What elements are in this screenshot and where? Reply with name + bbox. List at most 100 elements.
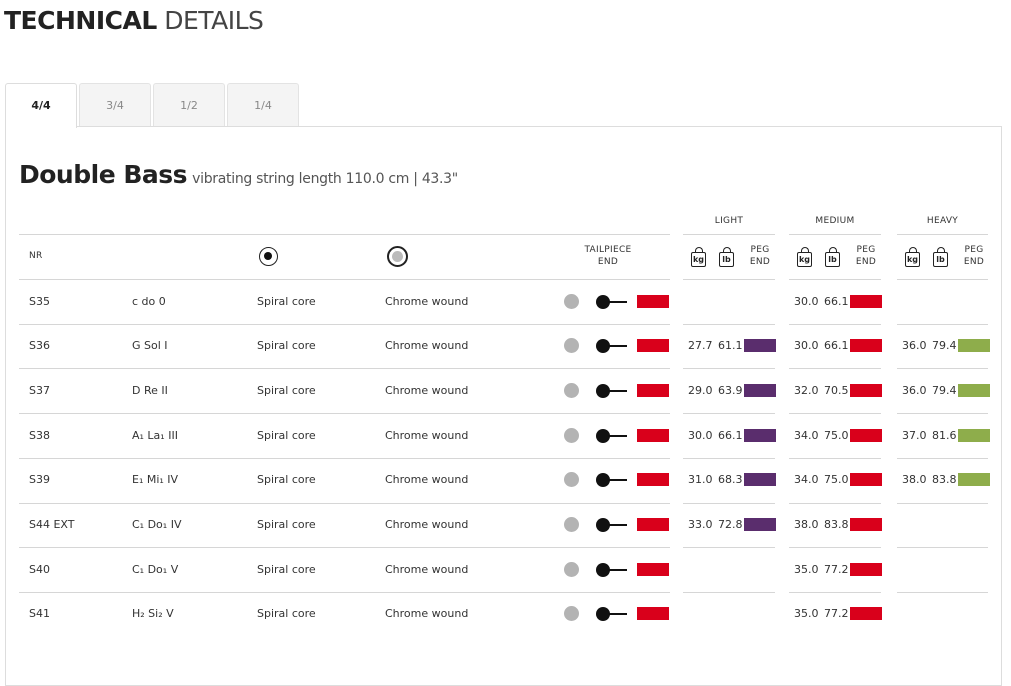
- string-nr: S36: [29, 339, 50, 353]
- divider: [683, 368, 775, 370]
- ball-line: [608, 479, 627, 482]
- tension-kg: 34.0: [794, 428, 819, 442]
- header-peg-end: PEG: [964, 245, 984, 255]
- tailpiece-swatch: [637, 294, 669, 308]
- tension-kg: 31.0: [688, 473, 713, 487]
- divider: [789, 279, 881, 280]
- divider: [683, 323, 775, 325]
- divider: [789, 502, 881, 504]
- divider: [897, 279, 988, 280]
- string-note: H₂ Si₂ V: [132, 607, 174, 621]
- tab[interactable]: 1/4: [227, 83, 299, 126]
- wound-type: Chrome wound: [385, 339, 469, 353]
- group-header: LIGHT: [714, 216, 744, 226]
- tension-kg: 34.0: [794, 473, 819, 487]
- icon-lb: lb: [825, 247, 840, 267]
- divider: [897, 368, 988, 370]
- header-peg-end: END: [963, 257, 985, 267]
- ball-end: [596, 473, 610, 488]
- ball-end: [596, 607, 610, 622]
- peg-swatch: [744, 339, 776, 353]
- divider: [897, 234, 988, 235]
- peg-swatch: [744, 428, 776, 442]
- wound-type: Chrome wound: [385, 518, 469, 531]
- tension-kg: 30.0: [794, 339, 819, 353]
- divider: [19, 591, 670, 593]
- divider: [683, 234, 775, 235]
- core-type: Spiral core: [257, 473, 316, 487]
- tailpiece-swatch: [637, 383, 669, 397]
- string-nr: S39: [29, 473, 50, 487]
- header-nr: NR: [29, 251, 43, 261]
- gray-dot: [564, 472, 579, 488]
- product-name: Double Bass: [19, 160, 188, 189]
- divider: [683, 591, 775, 593]
- string-note: C₁ Do₁ IV: [132, 518, 182, 531]
- icon-dot: [264, 252, 272, 260]
- divider: [683, 457, 775, 459]
- header-tailpiece: END: [597, 257, 619, 267]
- tension-lb: 77.2: [824, 562, 849, 576]
- ball-line: [608, 524, 627, 526]
- tension-lb: 75.0: [824, 473, 849, 487]
- tension-kg: 27.7: [688, 339, 713, 353]
- tension-lb: 77.2: [824, 607, 849, 621]
- divider: [683, 502, 775, 504]
- tab[interactable]: 3/4: [79, 83, 151, 126]
- wound-type: Chrome wound: [385, 562, 469, 576]
- string-nr: S40: [29, 562, 50, 576]
- product-subtitle: vibrating string length 110.0 cm | 43.3": [192, 171, 458, 187]
- gray-dot: [564, 561, 579, 577]
- tailpiece-swatch: [637, 473, 669, 487]
- tension-kg: 35.0: [794, 607, 819, 621]
- tension-lb: 72.8: [718, 518, 743, 531]
- tension-lb: 81.6: [932, 428, 957, 442]
- tension-lb: 63.9: [718, 383, 743, 397]
- string-nr: S37: [29, 383, 50, 397]
- core-type: Spiral core: [257, 339, 316, 353]
- tension-kg: 35.0: [794, 562, 819, 576]
- ball-line: [608, 300, 627, 303]
- divider: [19, 234, 670, 235]
- tension-kg: 30.0: [688, 428, 713, 442]
- peg-swatch: [850, 518, 882, 531]
- peg-swatch: [958, 428, 990, 442]
- divider: [897, 547, 988, 549]
- tab[interactable]: 4/4: [5, 83, 77, 128]
- divider: [19, 547, 670, 549]
- ball-line: [608, 345, 627, 348]
- peg-swatch: [850, 294, 882, 308]
- gray-dot: [564, 382, 579, 398]
- string-note: A₁ La₁ III: [132, 428, 178, 442]
- product-heading: Double Bass vibrating string length 110.…: [19, 160, 458, 189]
- ball-line: [608, 389, 627, 392]
- tailpiece-swatch: [637, 339, 669, 353]
- divider: [19, 457, 670, 459]
- tension-lb: 68.3: [718, 473, 743, 487]
- header-tailpiece: TAILPIECE: [584, 245, 632, 255]
- tension-kg: 38.0: [794, 518, 819, 531]
- tension-lb: 83.8: [824, 518, 849, 531]
- page-title: TECHNICAL DETAILS: [4, 6, 264, 35]
- string-note: C₁ Do₁ V: [132, 562, 179, 576]
- divider: [789, 591, 881, 593]
- divider: [897, 457, 988, 459]
- string-note: D Re II: [132, 383, 168, 397]
- gray-dot: [564, 606, 579, 622]
- divider: [683, 547, 775, 549]
- peg-swatch: [744, 383, 776, 397]
- divider: [789, 323, 881, 325]
- divider: [789, 234, 881, 235]
- peg-swatch: [850, 428, 882, 442]
- tailpiece-swatch: [637, 607, 669, 621]
- core-type: Spiral core: [257, 607, 316, 621]
- tab[interactable]: 1/2: [153, 83, 225, 126]
- panel: [5, 126, 1002, 686]
- ball-line: [608, 613, 627, 616]
- divider: [19, 413, 670, 415]
- core-type: Spiral core: [257, 428, 316, 442]
- tension-lb: 79.4: [932, 339, 957, 353]
- ball-end: [596, 294, 610, 309]
- divider: [19, 502, 670, 504]
- core-type: Spiral core: [257, 383, 316, 397]
